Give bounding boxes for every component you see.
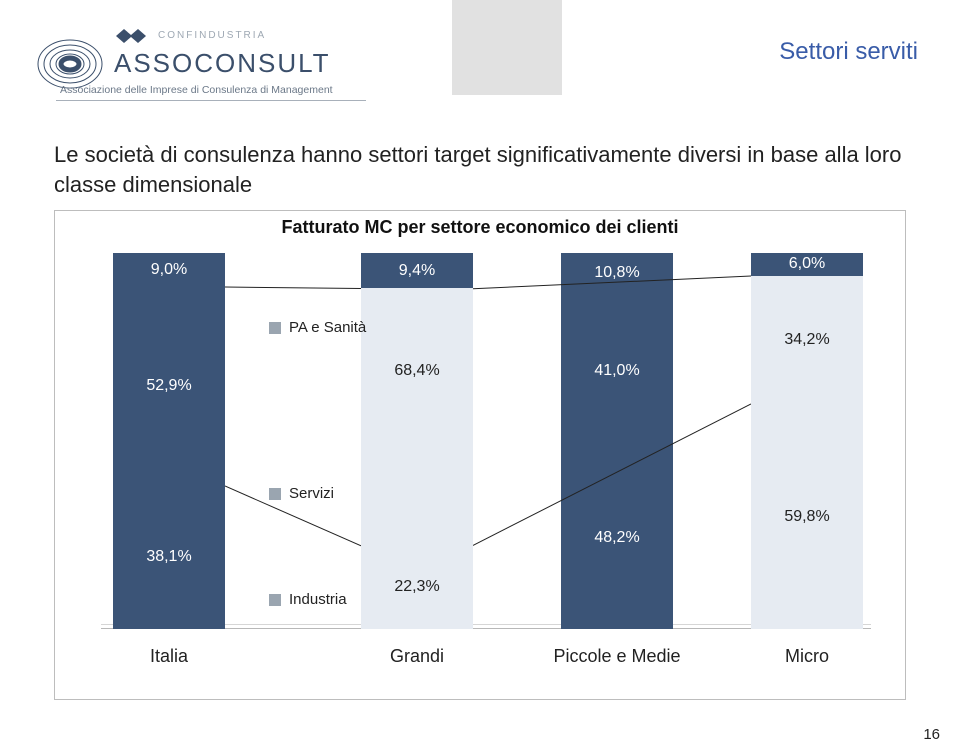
confindustria-label: CONFINDUSTRIA (158, 30, 266, 41)
bar-segment: 22,3% (361, 546, 473, 630)
brand-subline: Associazione delle Imprese di Consulenza… (60, 84, 333, 96)
page-root: CONFINDUSTRIA ASSOCONSULT Associazione d… (0, 0, 960, 751)
legend-swatch (269, 594, 281, 606)
chart-container: Fatturato MC per settore economico dei c… (54, 210, 906, 700)
legend-swatch (269, 322, 281, 334)
legend-label: PA e Sanità (289, 319, 366, 336)
legend-item: Servizi (269, 485, 334, 502)
header-grey-box (452, 0, 562, 95)
legend-item: PA e Sanità (269, 319, 366, 336)
confindustria-eagle-icon (114, 26, 148, 46)
chart-plot-area: 9,0%52,9%38,1%Italia 9,4%68,4%22,3%Grandi… (101, 253, 871, 629)
legend-item: Industria (269, 591, 347, 608)
category-label: Micro (785, 646, 829, 667)
category-label: Italia (150, 646, 188, 667)
legend-swatch (269, 488, 281, 500)
bar-segment: 9,4% (361, 253, 473, 288)
bar-column: 10,8%41,0%48,2%Piccole e Medie (561, 253, 673, 629)
connector-line (225, 285, 361, 291)
bar-segment: 34,2% (751, 276, 863, 405)
legend-label: Industria (289, 591, 347, 608)
chart-title: Fatturato MC per settore economico dei c… (55, 211, 905, 238)
bar-column: 9,0%52,9%38,1%Italia (113, 253, 225, 629)
intro-text: Le società di consulenza hanno settori t… (54, 140, 904, 199)
logo-area: CONFINDUSTRIA ASSOCONSULT Associazione d… (28, 20, 448, 115)
legend-label: Servizi (289, 485, 334, 502)
bar-segment: 59,8% (751, 404, 863, 629)
page-title: Settori serviti (779, 38, 918, 66)
bar-segment: 9,0% (113, 253, 225, 287)
bar-segment: 6,0% (751, 253, 863, 276)
bar-column: 9,4%68,4%22,3%Grandi (361, 253, 473, 629)
page-number: 16 (923, 726, 940, 743)
bar-segment: 52,9% (113, 287, 225, 486)
logo-baseline (56, 100, 366, 101)
category-label: Piccole e Medie (553, 646, 680, 667)
brand-main: ASSOCONSULT (114, 48, 331, 79)
bar-segment: 38,1% (113, 486, 225, 629)
bar-segment: 48,2% (561, 448, 673, 629)
bar-column: 6,0%34,2%59,8%Micro (751, 253, 863, 629)
bar-segment: 41,0% (561, 294, 673, 448)
category-label: Grandi (390, 646, 444, 667)
bar-segment: 10,8% (561, 253, 673, 294)
bar-segment: 68,4% (361, 288, 473, 545)
